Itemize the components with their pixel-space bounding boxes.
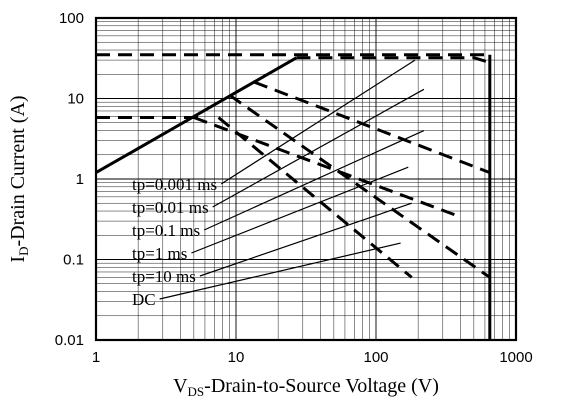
x-tick-labels: 1 10 100 1000 [92,349,533,366]
legend-leader-line [220,59,416,185]
x-tick-label: 100 [363,349,388,366]
legend-label: DC [132,290,156,309]
y-tick-label: 0.1 [63,252,84,269]
y-tick-label: 0.01 [55,332,84,349]
x-tick-label: 1000 [499,349,532,366]
y-tick-label: 10 [67,91,84,108]
series-line-tp-10-ms [217,116,413,279]
series-line-tp-0-01-ms [253,80,491,175]
legend-label: tp=0.1 ms [132,221,200,240]
x-tick-label: 1 [92,349,100,366]
x-axis-label: VDS-Drain-to-Source Voltage (V) [173,375,439,399]
legend: tp=0.001 ms tp=0.01 ms tp=0.1 ms tp=1 ms tp=… [132,59,425,309]
legend-leader-line [199,202,412,277]
y-tick-labels: 0.01 0.1 1 10 100 [55,10,84,349]
y-axis-label-rest: -Drain Current (A) [7,95,29,246]
rds-limit-line [95,56,298,174]
legend-label: tp=0.01 ms [132,198,209,217]
y-axis-label: ID-Drain Current (A) [7,95,31,262]
x-tick-label: 10 [228,349,245,366]
series-line-tp-0-001-ms [296,56,491,64]
legend-leader-line [159,242,401,300]
y-axis-label-sub: D [16,247,31,256]
series-line-tp-1-ms [193,116,458,218]
y-axis-label-main: I [7,256,29,263]
plot-frame [94,16,518,342]
x-axis-label-rest: -Drain-to-Source Voltage (V) [204,375,439,397]
legend-leader-line [212,88,425,208]
x-axis-label-main: V [173,375,188,397]
legend-leader-line [191,166,409,254]
y-tick-label: 1 [76,171,84,188]
legend-label: tp=1 ms [132,244,187,263]
legend-leader-line [203,129,425,231]
x-axis-label-sub: DS [188,384,205,399]
legend-label: tp=0.001 ms [132,175,217,194]
y-tick-label: 100 [59,10,84,27]
legend-label: tp=10 ms [132,267,196,286]
